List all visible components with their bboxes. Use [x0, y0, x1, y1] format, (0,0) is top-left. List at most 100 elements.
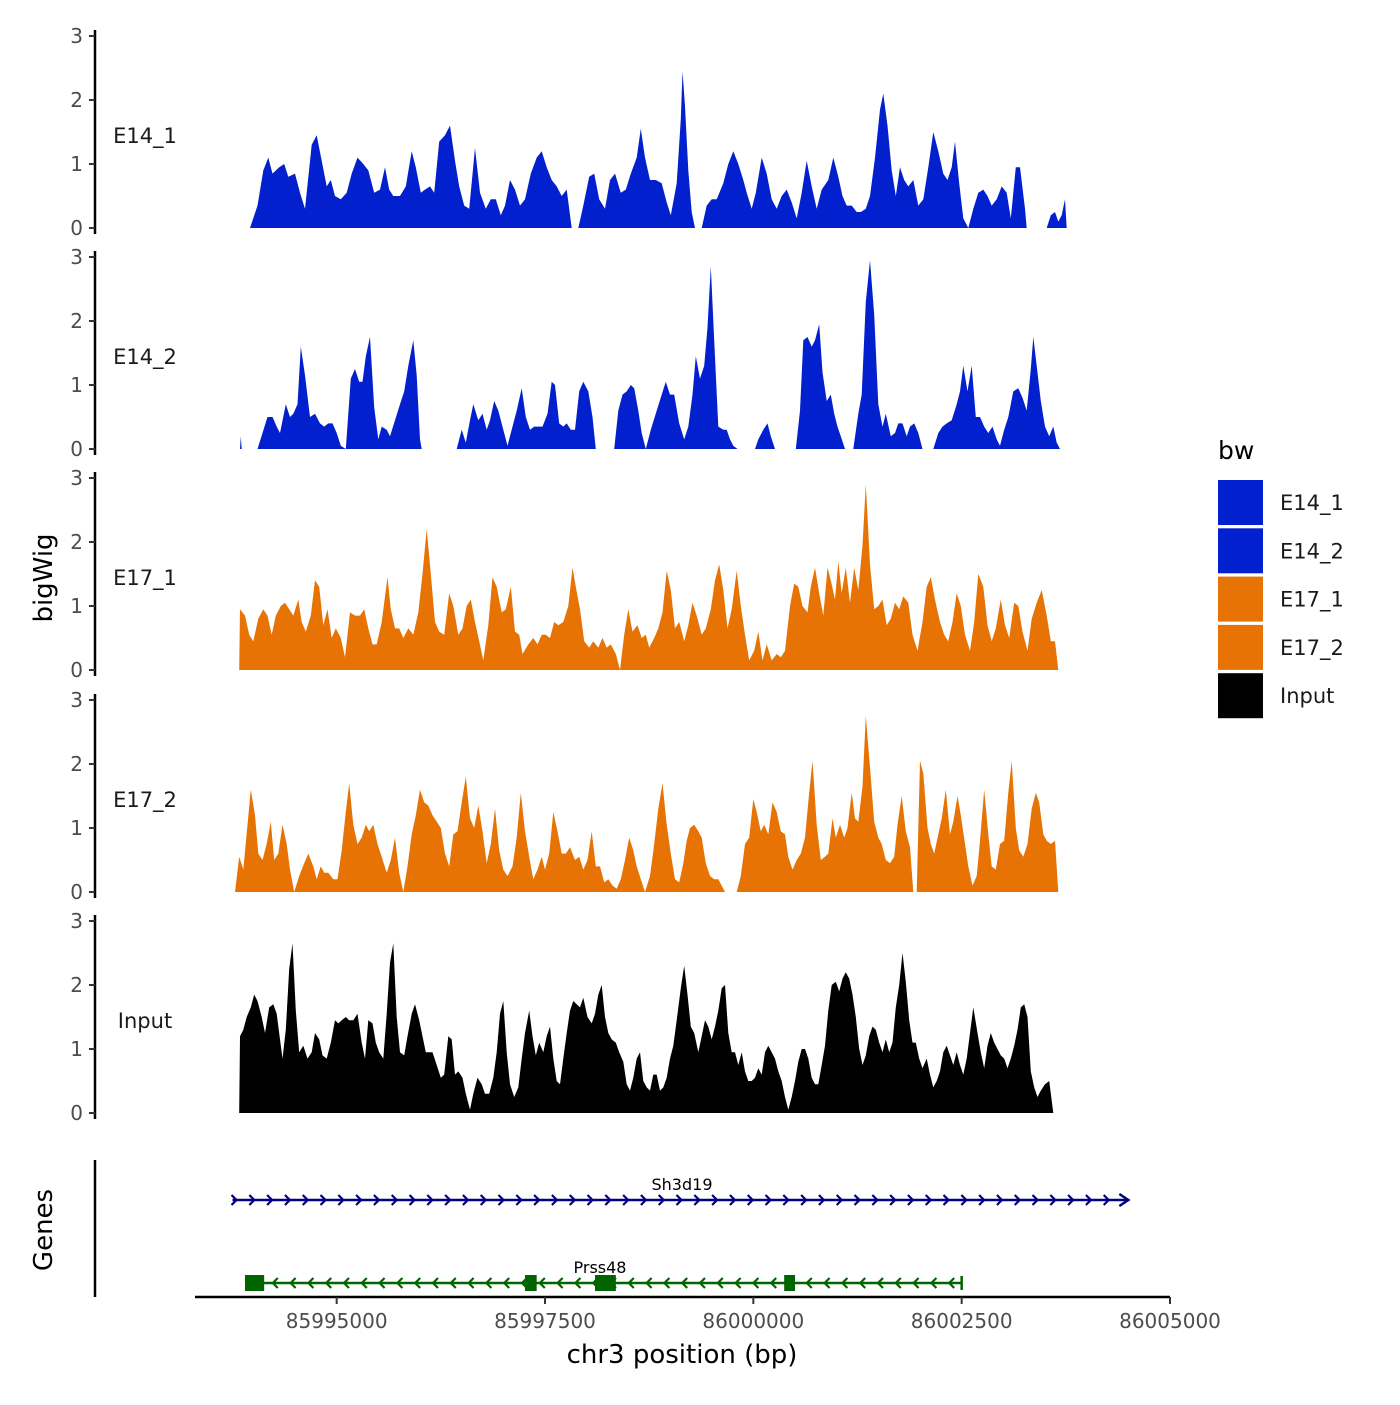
legend-swatch: [1218, 673, 1263, 719]
strand-arrow: [378, 1277, 386, 1289]
strand-arrow: [645, 1277, 653, 1289]
exon: [784, 1275, 795, 1291]
legend-item: E14_2: [1218, 528, 1344, 574]
track-label: E17_2: [113, 788, 177, 813]
x-tick-label: 85997500: [494, 1309, 596, 1333]
strand-arrow: [818, 1194, 826, 1206]
strand-arrow: [858, 1277, 866, 1289]
legend-item: E17_2: [1218, 624, 1344, 670]
strand-arrow: [640, 1194, 648, 1206]
y-tick-label: 0: [70, 437, 83, 461]
legend-item: E14_1: [1218, 480, 1344, 525]
strand-arrow: [734, 1277, 742, 1289]
strand-arrow: [568, 1194, 577, 1206]
strand-arrow: [627, 1277, 635, 1289]
y-tick-label: 1: [70, 1037, 83, 1061]
strand-arrow: [515, 1194, 523, 1206]
x-tick-label: 86002500: [911, 1309, 1013, 1333]
gene-label: Prss48: [574, 1258, 627, 1277]
strand-arrow: [912, 1277, 920, 1289]
x-axis: 85995000 85997500 86000000 86002500 86005000: [195, 1295, 1221, 1333]
strand-arrow: [1067, 1194, 1075, 1206]
strand-arrow: [337, 1194, 345, 1206]
strand-arrow: [622, 1194, 630, 1206]
strand-arrow: [711, 1194, 719, 1206]
strand-arrow: [271, 1277, 279, 1289]
strand-arrow: [1085, 1194, 1093, 1206]
y-tick-label: 0: [70, 658, 83, 682]
y-tick-label: 1: [70, 594, 83, 618]
y-tick-label: 3: [70, 688, 83, 712]
gene-end-arrow: [1118, 1192, 1131, 1208]
strand-arrow: [284, 1194, 292, 1206]
exon: [595, 1275, 616, 1291]
strand-arrow: [444, 1194, 452, 1206]
legend-swatch: [1218, 576, 1263, 622]
signal-area-E14_1: [250, 71, 1067, 228]
track-E17_1: 0 1 2 3 E17_1: [70, 466, 1059, 682]
legend-item: E17_1: [1218, 576, 1344, 622]
legend-swatch: [1218, 528, 1263, 574]
exon: [245, 1275, 265, 1291]
legend-item: Input: [1218, 673, 1334, 719]
signal-area-E17_1: [239, 484, 1059, 670]
strand-arrow: [1102, 1194, 1111, 1206]
y-tick-label: 1: [70, 373, 83, 397]
y-tick-label: 1: [70, 152, 83, 176]
strand-arrow: [960, 1194, 968, 1206]
legend-label: E14_1: [1280, 491, 1344, 516]
signal-area-E14_2: [240, 260, 1060, 449]
strand-arrow: [538, 1277, 546, 1289]
strand-arrow: [301, 1194, 310, 1206]
strand-arrow: [823, 1277, 831, 1289]
strand-arrow: [947, 1277, 955, 1289]
strand-arrow: [1031, 1194, 1040, 1206]
legend-label: E17_1: [1280, 588, 1344, 613]
genes-panel: Sh3d19 Prss48: [93, 1160, 1131, 1297]
track-E17_2: 0 1 2 3 E17_2: [70, 688, 1059, 904]
strand-arrow: [805, 1277, 813, 1289]
x-tick-label: 85995000: [286, 1309, 388, 1333]
strand-arrow: [355, 1194, 363, 1206]
strand-arrow: [764, 1194, 773, 1206]
strand-arrow: [556, 1277, 564, 1289]
strand-arrow: [502, 1277, 510, 1289]
strand-arrow: [996, 1194, 1004, 1206]
strand-arrow: [698, 1277, 706, 1289]
strand-arrow: [662, 1277, 671, 1289]
strand-arrow: [319, 1194, 328, 1206]
track-label: Input: [118, 1009, 172, 1033]
y-tick-label: 1: [70, 816, 83, 840]
y-tick-label: 3: [70, 245, 83, 269]
strand-arrow: [894, 1277, 902, 1289]
legend-title: bw: [1218, 436, 1254, 465]
y-tick-label: 0: [70, 216, 83, 240]
strand-arrow: [289, 1277, 297, 1289]
strand-arrow: [586, 1194, 595, 1206]
strand-arrow: [871, 1194, 879, 1206]
strand-arrow: [751, 1277, 760, 1289]
y-tick-label: 0: [70, 1101, 83, 1125]
signal-area-E17_2: [235, 716, 1059, 892]
strand-arrow: [230, 1194, 239, 1206]
strand-arrow: [484, 1277, 493, 1289]
y-tick-label: 2: [70, 973, 83, 997]
strand-arrow: [876, 1277, 884, 1289]
track-label: E14_2: [113, 345, 177, 370]
strand-arrow: [1013, 1194, 1022, 1206]
strand-arrow: [408, 1194, 417, 1206]
x-axis-title: chr3 position (bp): [567, 1340, 798, 1370]
signal-tracks: 0 1 2 3 E14_1 0 1 2 3 E14_2 0 1 2 3 E17_1 0 1 2 3 E17_2 0 1 2 3…: [70, 24, 1067, 1125]
strand-arrow: [479, 1194, 488, 1206]
strand-arrow: [746, 1194, 755, 1206]
strand-arrow: [266, 1194, 274, 1206]
strand-arrow: [306, 1277, 315, 1289]
strand-arrow: [675, 1194, 684, 1206]
strand-arrow: [462, 1194, 470, 1206]
y-tick-label: 3: [70, 24, 83, 48]
track-label: E17_1: [113, 566, 177, 591]
strand-arrow: [497, 1194, 506, 1206]
y-tick-label: 3: [70, 909, 83, 933]
strand-arrow: [449, 1277, 457, 1289]
